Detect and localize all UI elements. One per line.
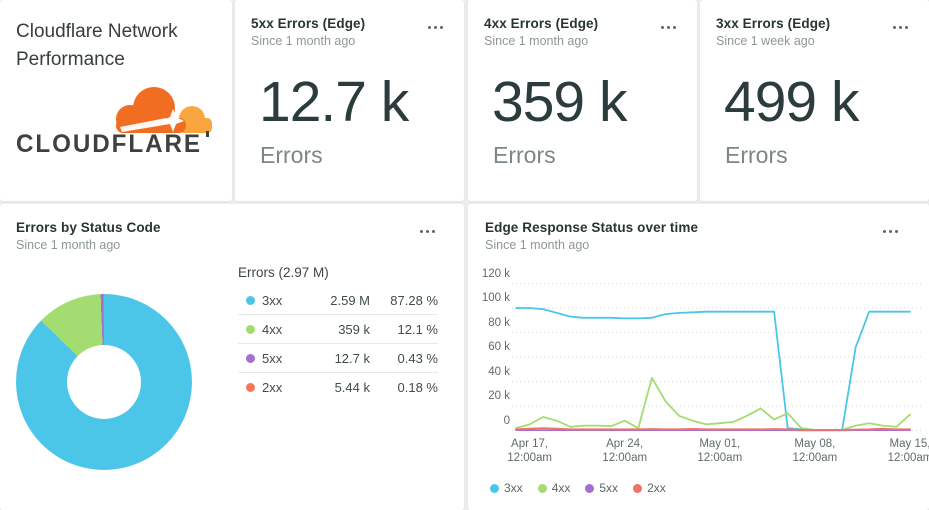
- pie-legend-row-4xx[interactable]: 4xx 359 k 12.1 %: [238, 315, 438, 344]
- errors-by-status-card: Errors by Status Code Since 1 month ago …: [0, 204, 464, 510]
- card-title: Edge Response Status over time: [485, 220, 699, 235]
- donut-chart[interactable]: [16, 294, 192, 470]
- stat-unit-label: Errors: [260, 142, 323, 168]
- y-tick-label: 20 k: [488, 390, 510, 402]
- legend-item-4xx[interactable]: 4xx: [537, 481, 570, 495]
- card-title: 5xx Errors (Edge): [251, 16, 366, 31]
- card-menu-button[interactable]: [425, 23, 446, 32]
- stat-value: 499 k: [724, 70, 859, 134]
- cloudflare-logo: CLOUDFLARE: [16, 87, 212, 157]
- cloudflare-trademark-tick: [206, 131, 209, 137]
- series-dot-5xx: [246, 353, 255, 363]
- series-dot-3xx: [246, 295, 255, 305]
- series-label: 5xx: [262, 350, 283, 366]
- stat-value: 359 k: [492, 70, 627, 134]
- card-title: 4xx Errors (Edge): [484, 16, 599, 31]
- card-menu-button[interactable]: [417, 227, 438, 236]
- series-value: 359 k: [338, 321, 370, 337]
- series-dot-2xx: [246, 383, 255, 392]
- series-value: 2.59 M: [330, 292, 370, 308]
- x-tick-label: Apr 24, 12:00am: [602, 438, 648, 464]
- cloudflare-wordmark: CLOUDFLARE: [16, 130, 202, 157]
- stat-unit-label: Errors: [725, 142, 788, 168]
- series-label: 3xx: [262, 292, 283, 308]
- series-percent: 0.43 %: [397, 350, 438, 366]
- y-tick-label: 120 k: [481, 267, 510, 280]
- card-subtitle: Since 1 month ago: [484, 34, 589, 48]
- dashboard-title-card: Cloudflare Network Performance CLOUDFLAR…: [0, 0, 232, 201]
- y-tick-label: 0: [503, 414, 510, 427]
- y-tick-label: 100 k: [481, 292, 510, 304]
- card-menu-button[interactable]: [880, 227, 901, 236]
- card-subtitle: Since 1 week ago: [716, 34, 815, 48]
- legend-item-3xx[interactable]: 3xx: [490, 481, 523, 495]
- card-menu-button[interactable]: [658, 23, 679, 32]
- series-dot-4xx: [246, 324, 255, 334]
- timeseries-plot[interactable]: [468, 204, 929, 510]
- pie-table-header: Errors (2.97 M): [238, 265, 329, 280]
- pie-legend-row-3xx[interactable]: 3xx 2.59 M 87.28 %: [238, 286, 438, 315]
- page-title: Cloudflare Network Performance: [16, 21, 178, 70]
- stat-card-3xx: 3xx Errors (Edge) Since 1 week ago 499 k…: [700, 0, 929, 201]
- cloudflare-logo-swoosh: [120, 118, 170, 132]
- x-tick-label: May 01, 12:00am: [697, 438, 743, 464]
- pie-legend-table: Errors (2.97 M) 3xx 2.59 M 87.28 % 4xx 3…: [238, 265, 438, 402]
- series-percent: 0.18 %: [397, 380, 438, 395]
- x-tick-label: May 15, 12:00am: [887, 438, 929, 464]
- stat-card-4xx: 4xx Errors (Edge) Since 1 month ago 359 …: [468, 0, 697, 201]
- edge-response-status-card: Edge Response Status over time Since 1 m…: [468, 204, 929, 510]
- card-subtitle: Since 1 month ago: [251, 34, 356, 48]
- series-percent: 12.1 %: [397, 321, 438, 337]
- series-label: 4xx: [262, 321, 283, 337]
- series-value: 12.7 k: [334, 350, 370, 366]
- y-tick-label: 80 k: [488, 316, 510, 329]
- series-percent: 87.28 %: [390, 292, 438, 308]
- stat-value: 12.7 k: [259, 70, 409, 134]
- series-value: 5.44 k: [334, 380, 370, 395]
- card-menu-button[interactable]: [890, 23, 911, 32]
- card-subtitle: Since 1 month ago: [16, 238, 121, 252]
- stat-card-5xx: 5xx Errors (Edge) Since 1 month ago 12.7…: [235, 0, 464, 201]
- stat-unit-label: Errors: [493, 142, 556, 168]
- x-tick-label: Apr 17, 12:00am: [507, 438, 552, 464]
- pie-legend-row-5xx[interactable]: 5xx 12.7 k 0.43 %: [238, 344, 438, 373]
- card-title: 3xx Errors (Edge): [716, 16, 831, 31]
- card-subtitle: Since 1 month ago: [485, 238, 590, 252]
- cloudflare-logo-star: [162, 109, 184, 132]
- y-tick-label: 60 k: [488, 341, 510, 353]
- legend-item-5xx[interactable]: 5xx: [585, 481, 618, 495]
- x-tick-label: May 08, 12:00am: [792, 438, 838, 464]
- timeseries-legend: 3xx 4xx 5xx 2xx: [490, 481, 666, 495]
- series-label: 2xx: [262, 380, 283, 395]
- card-title: Errors by Status Code: [16, 220, 161, 235]
- legend-item-2xx[interactable]: 2xx: [633, 481, 666, 495]
- pie-legend-row-2xx[interactable]: 2xx 5.44 k 0.18 %: [238, 373, 438, 402]
- y-tick-label: 40 k: [488, 365, 510, 378]
